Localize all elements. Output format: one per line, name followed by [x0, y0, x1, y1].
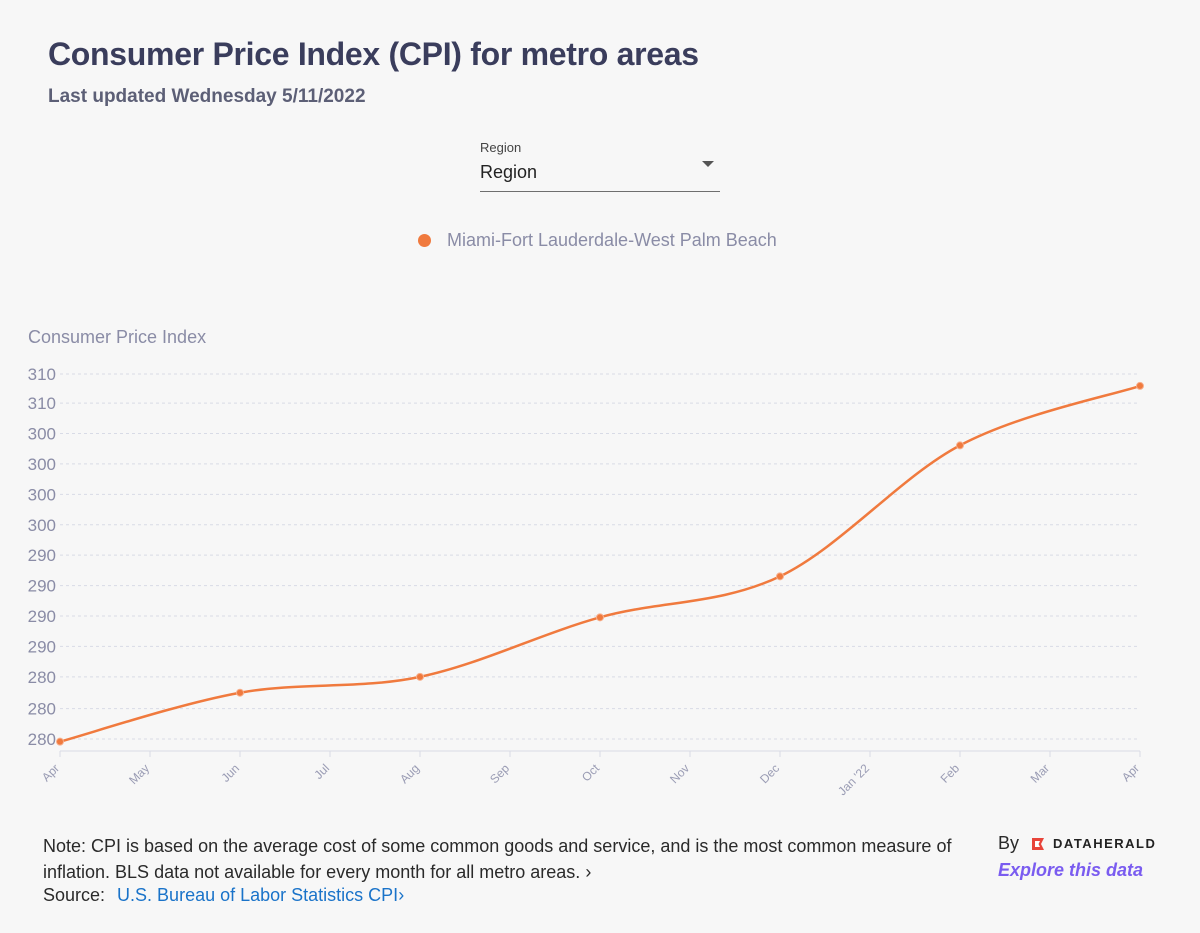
chevron-right-icon[interactable]: ›	[398, 885, 405, 905]
by-label: By	[998, 833, 1020, 853]
explore-data-link[interactable]: Explore this data	[998, 860, 1144, 880]
x-tick-label: May	[126, 761, 152, 787]
y-tick-label: 290	[28, 546, 56, 565]
y-tick-label: 290	[28, 637, 56, 656]
x-tick-label: Oct	[579, 761, 603, 785]
y-tick-label: 280	[28, 668, 56, 687]
y-tick-label: 310	[28, 365, 56, 384]
x-tick-label: Apr	[39, 761, 62, 784]
y-tick-label: 300	[28, 455, 56, 474]
y-tick-label: 300	[28, 425, 56, 444]
x-tick-label: Jun	[219, 761, 243, 785]
y-tick-label: 280	[28, 730, 56, 749]
source-link[interactable]: U.S. Bureau of Labor Statistics CPI›	[117, 885, 404, 905]
note-chevron-icon[interactable]: ›	[585, 862, 592, 882]
footer-source: Source: U.S. Bureau of Labor Statistics C…	[43, 885, 404, 906]
x-tick-label: Sep	[487, 761, 512, 786]
x-tick-label: Feb	[938, 761, 963, 786]
brand-logo[interactable]: DATAHERALD	[1029, 836, 1156, 852]
source-label: Source:	[43, 885, 106, 905]
y-tick-label: 300	[28, 516, 56, 535]
chevron-down-icon	[702, 161, 714, 167]
series-line	[59, 384, 1141, 743]
data-point	[776, 572, 784, 581]
last-updated: Last updated Wednesday 5/11/2022	[48, 86, 366, 107]
source-link-text[interactable]: U.S. Bureau of Labor Statistics CPI	[117, 885, 399, 905]
x-tick-label: Apr	[1119, 761, 1142, 784]
x-tick-label: Aug	[397, 761, 422, 786]
byline: By DATAHERALD	[998, 833, 1156, 854]
page-title: Consumer Price Index (CPI) for metro are…	[48, 36, 699, 72]
y-axis-label: Consumer Price Index	[28, 327, 207, 347]
region-select-value: Region	[480, 162, 538, 182]
chart-legend: Miami-Fort Lauderdale-West Palm Beach	[418, 229, 777, 251]
data-point	[956, 441, 964, 450]
data-point	[56, 737, 64, 746]
data-point	[1136, 381, 1144, 390]
x-tick-label: Dec	[757, 761, 782, 786]
x-tick-label: Jul	[311, 761, 332, 782]
line-chart: 280 280 280 290 290 290 290 300 300 300 300 310 310 A…	[28, 365, 1144, 798]
y-tick-label: 310	[28, 394, 56, 413]
note-text: Note: CPI is based on the average cost o…	[43, 836, 952, 882]
data-point	[236, 688, 244, 697]
y-tick-label: 280	[28, 700, 56, 719]
y-tick-label: 300	[28, 485, 56, 504]
data-point	[416, 672, 424, 681]
region-select-label: Region	[480, 140, 522, 155]
data-point	[596, 613, 604, 622]
brand-name: DATAHERALD	[1053, 836, 1157, 851]
x-tick-label: Mar	[1028, 761, 1053, 786]
x-tick-label: Nov	[667, 761, 692, 786]
x-tick-label: Jan '22	[835, 761, 872, 798]
legend-label[interactable]: Miami-Fort Lauderdale-West Palm Beach	[447, 229, 777, 250]
footer-note: Note: CPI is based on the average cost o…	[43, 833, 963, 885]
y-tick-label: 290	[28, 577, 56, 596]
legend-marker-icon	[418, 233, 431, 247]
region-select[interactable]: Region Region	[480, 140, 720, 192]
y-tick-label: 290	[28, 607, 56, 626]
dataherald-logo-icon	[1032, 837, 1045, 850]
